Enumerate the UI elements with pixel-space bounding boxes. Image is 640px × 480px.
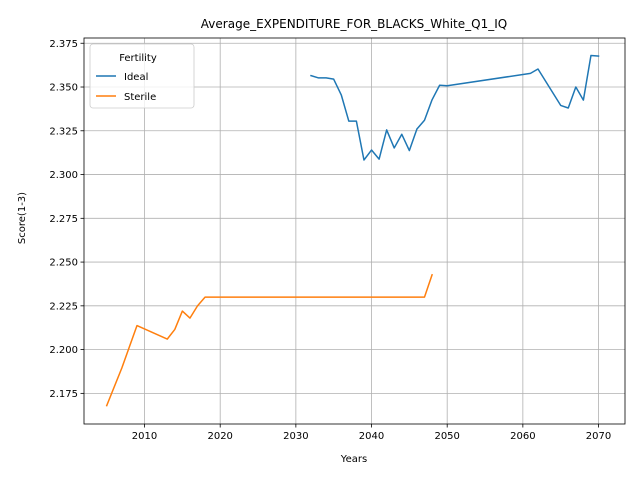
legend: Fertility Ideal Sterile [89,43,195,109]
legend-label-ideal: Ideal [124,72,148,83]
x-axis-label: Years [340,454,367,465]
series-lines [105,54,600,407]
series-line-ideal [310,54,600,161]
y-tick-label: 2.200 [49,345,78,356]
y-tick-label: 2.175 [49,389,78,400]
y-tick-label: 2.325 [49,126,78,137]
plot-frame [83,37,626,425]
y-tick-label: 2.350 [49,83,78,94]
x-tick-label: 2020 [207,431,232,442]
x-axis-ticks: 2010 2020 2030 2040 2050 2060 2070 [132,424,611,442]
y-tick-label: 2.225 [49,301,78,312]
grid [84,38,625,424]
y-axis-ticks: 2.175 2.200 2.225 2.250 2.275 2.300 2.325 2.350… [49,39,84,400]
y-tick-label: 2.250 [49,258,78,269]
x-tick-label: 2010 [132,431,157,442]
x-tick-label: 2030 [283,431,308,442]
y-tick-label: 2.275 [49,214,78,225]
x-tick-label: 2070 [586,431,611,442]
legend-label-sterile: Sterile [124,92,156,103]
x-tick-label: 2060 [510,431,535,442]
legend-box [89,43,195,109]
y-tick-label: 2.300 [49,170,78,181]
series-line-sterile [105,273,434,407]
y-axis-label: Score(1-3) [17,192,28,244]
legend-title: Fertility [119,53,157,64]
x-tick-label: 2040 [359,431,384,442]
x-tick-label: 2050 [434,431,459,442]
y-tick-label: 2.375 [49,39,78,50]
chart-title: Average_EXPENDITURE_FOR_BLACKS_White_Q1_… [201,17,507,31]
